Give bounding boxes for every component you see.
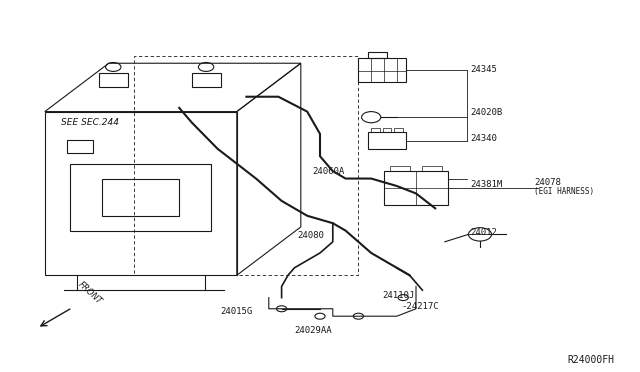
Bar (394, 128, 403, 132)
Text: -24217C: -24217C (402, 302, 440, 311)
Bar (67, 140, 93, 153)
Bar (368, 52, 387, 58)
Text: 24078: 24078 (534, 178, 561, 187)
Text: 24340: 24340 (470, 134, 497, 143)
Bar (390, 166, 410, 171)
Text: (EGI HARNESS): (EGI HARNESS) (534, 187, 595, 196)
Bar (371, 128, 380, 132)
Text: 24060A: 24060A (312, 167, 344, 176)
Text: SEE SEC.244: SEE SEC.244 (61, 118, 119, 127)
Text: 24345: 24345 (470, 65, 497, 74)
Text: 24080: 24080 (298, 231, 324, 240)
Text: 24029AA: 24029AA (295, 326, 332, 335)
Text: 24015G: 24015G (221, 307, 253, 316)
Bar (383, 128, 391, 132)
Text: R24000FH: R24000FH (568, 355, 614, 365)
Text: 24020B: 24020B (470, 108, 502, 117)
Text: 24110J: 24110J (383, 291, 415, 300)
Text: 24381M: 24381M (470, 180, 502, 189)
Bar (422, 166, 442, 171)
Text: 24012: 24012 (470, 228, 497, 237)
Text: FRONT: FRONT (77, 280, 104, 306)
